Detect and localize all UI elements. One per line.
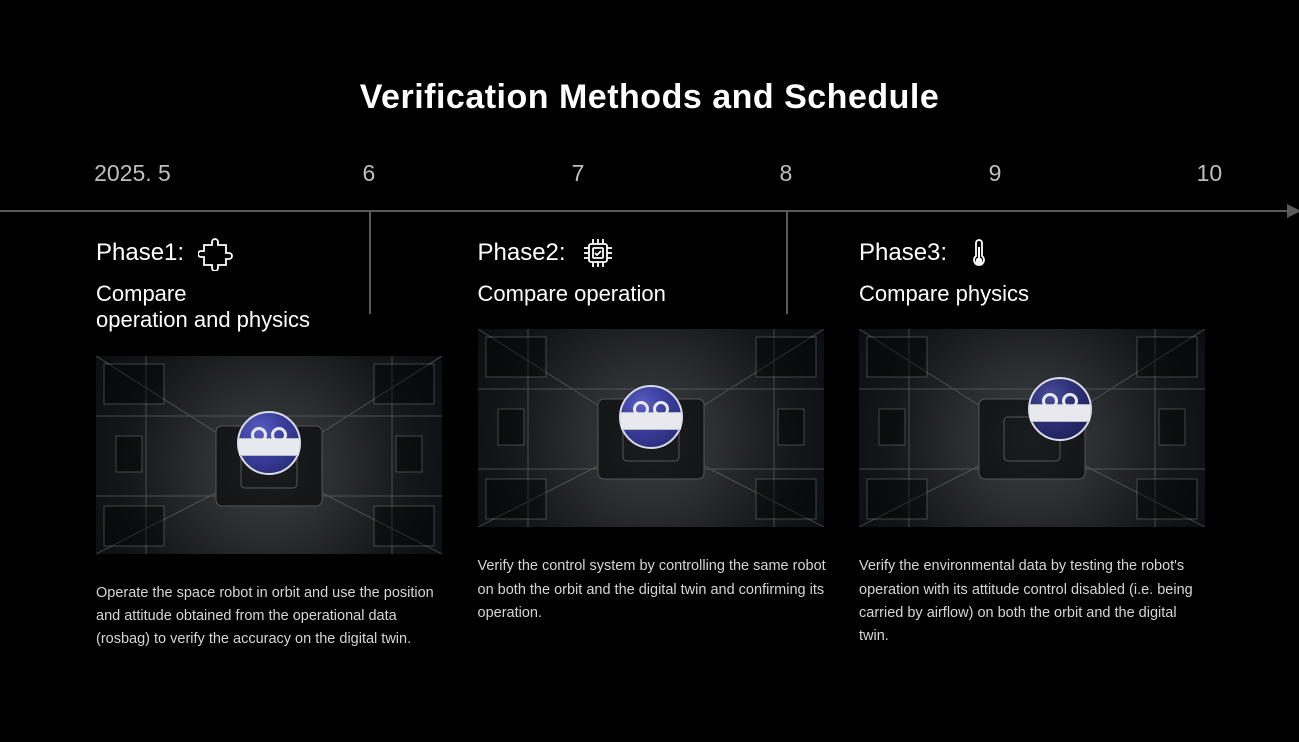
phase-card-1: Phase1: Compare operation and physics: [96, 235, 446, 665]
timeline-label: 10: [1197, 160, 1223, 187]
phase-subtitle: Compare operation: [478, 281, 828, 307]
phase-card-3: Phase3: Compare physics: [859, 235, 1209, 665]
timeline-label: 9: [989, 160, 1002, 187]
phase-image: [859, 329, 1205, 527]
timeline: 2025. 5 6 7 8 9 10: [0, 160, 1299, 220]
phase-label: Phase3:: [859, 239, 947, 267]
phase-subtitle: Compare operation and physics: [96, 281, 446, 334]
phase-image: [478, 329, 824, 527]
phase-header: Phase2:: [478, 235, 828, 271]
phase-subtitle: Compare physics: [859, 281, 1209, 307]
timeline-label: 8: [779, 160, 792, 187]
phase-header: Phase1:: [96, 235, 446, 271]
slide-root: Verification Methods and Schedule 2025. …: [0, 0, 1299, 742]
slide-title: Verification Methods and Schedule: [0, 78, 1299, 117]
robot-icon: [619, 385, 683, 449]
chip-icon: [580, 235, 616, 271]
phase-label: Phase1:: [96, 239, 184, 267]
phases-row: Phase1: Compare operation and physics: [0, 235, 1299, 665]
phase-label: Phase2:: [478, 239, 566, 267]
phase-description: Verify the environmental data by testing…: [859, 555, 1209, 648]
phase-description: Verify the control system by controlling…: [478, 555, 828, 625]
timeline-axis: [0, 210, 1299, 212]
timeline-label: 6: [363, 160, 376, 187]
phase-description: Operate the space robot in orbit and use…: [96, 582, 446, 652]
robot-icon: [1028, 377, 1092, 441]
puzzle-icon: [198, 235, 234, 271]
timeline-label: 7: [572, 160, 585, 187]
thermometer-icon: [961, 235, 997, 271]
timeline-arrow-icon: [1287, 204, 1299, 218]
phase-header: Phase3:: [859, 235, 1209, 271]
timeline-label: 2025. 5: [94, 160, 171, 187]
robot-icon: [237, 411, 301, 475]
timeline-labels: 2025. 5 6 7 8 9 10: [0, 160, 1299, 190]
phase-image: [96, 356, 442, 554]
phase-card-2: Phase2: Compare operat: [478, 235, 828, 665]
